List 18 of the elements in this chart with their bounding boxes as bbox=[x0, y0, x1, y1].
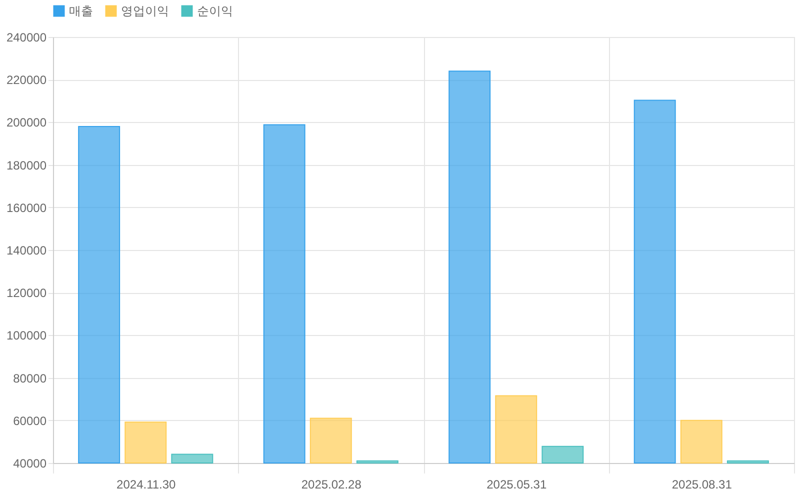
y-tick-label: 160000 bbox=[6, 200, 47, 215]
y-tick-label: 100000 bbox=[6, 328, 47, 343]
y-tick-label: 40000 bbox=[13, 456, 47, 470]
y-tick-label: 80000 bbox=[13, 371, 47, 386]
x-tick-label: 2024.11.30 bbox=[116, 478, 176, 492]
y-tick-label: 140000 bbox=[6, 244, 47, 258]
x-tick-label: 2025.08.31 bbox=[672, 478, 732, 492]
legend-label: 순이익 bbox=[197, 4, 233, 18]
y-tick-label: 200000 bbox=[6, 116, 47, 130]
y-tick-label: 120000 bbox=[6, 286, 47, 300]
y-tick-label: 60000 bbox=[13, 414, 47, 428]
y-tick-label: 240000 bbox=[6, 30, 47, 44]
y-tick-label: 180000 bbox=[6, 158, 47, 172]
x-tick-label: 2025.02.28 bbox=[301, 478, 362, 492]
y-tick-label: 220000 bbox=[6, 73, 47, 88]
x-tick-label: 2025.05.31 bbox=[486, 478, 547, 492]
legend-label: 매출 bbox=[69, 4, 93, 18]
legend-label: 영업이익 bbox=[121, 4, 169, 18]
